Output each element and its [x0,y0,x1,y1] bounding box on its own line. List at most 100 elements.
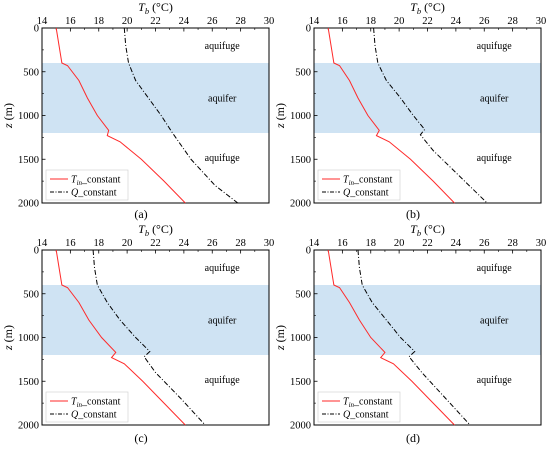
aquifer-band [314,63,541,133]
x-tick-label: 30 [264,16,275,27]
panel-label: (a) [134,207,147,221]
legend-box [317,391,401,423]
y-tick-label: 1500 [18,377,39,388]
series-line-q-constant [357,249,471,426]
legend-entry: Tin_constant [71,397,121,410]
legend-box [45,169,129,201]
x-tick-label: 28 [507,16,518,27]
y-tick-label: 2000 [290,421,311,432]
x-tick-label: 20 [122,238,133,249]
x-tick-label: 18 [94,238,105,249]
x-tick-label: 24 [451,238,462,249]
chart-panel-a: aquifuge aquifer aquifuge 14 16 18 20 22 24 26 28 3… [1,0,274,210]
x-tick-label: 26 [479,238,490,249]
x-tick-label: 18 [366,16,377,27]
zone-label-aquifuge: aquifuge [477,375,513,386]
y-tick-label: 2000 [18,199,39,210]
x-tick-label: 22 [422,238,433,249]
y-tick-label: 0 [306,24,311,35]
series-line-t-in-constant [55,27,186,204]
series-line-t-in-constant [327,27,455,204]
aquifer-band [42,63,269,133]
legend-box [317,169,401,201]
zone-label-aquifuge: aquifuge [477,41,513,52]
y-tick-label: 1500 [290,155,311,166]
zone-label-aquifuge: aquifuge [205,41,241,52]
y-tick-label: 1000 [290,111,311,122]
x-tick-label: 28 [235,238,246,249]
y-tick-label: 1500 [18,155,39,166]
y-tick-label: 500 [295,289,311,300]
x-tick-label: 14 [37,16,48,27]
aquifer-band [314,285,541,355]
series-line-t-in-constant [55,249,186,426]
chart-panel-d: aquifuge aquifer aquifuge 14 16 18 20 22 24 26 28 3… [273,222,546,432]
x-tick-label: 24 [179,238,190,249]
x-tick-label: 22 [150,238,161,249]
y-tick-label: 0 [34,24,39,35]
legend-entry: Q_constant [343,410,389,421]
y-tick-label: 1500 [290,377,311,388]
x-tick-label: 26 [479,16,490,27]
x-tick-label: 26 [207,16,218,27]
x-tick-label: 20 [122,16,133,27]
aquifer-band [42,285,269,355]
legend-entry: Tin_constant [343,397,393,410]
panel-label: (c) [134,431,147,445]
panel-label: (d) [406,431,420,445]
y-axis-label: z (m) [273,103,287,129]
x-tick-label: 16 [65,238,76,249]
x-tick-label: 30 [264,238,275,249]
x-tick-label: 16 [337,16,348,27]
x-tick-label: 24 [451,16,462,27]
x-axis-label: Tb (°C) [138,222,173,238]
y-tick-label: 0 [306,246,311,257]
x-tick-label: 18 [94,16,105,27]
legend-entry: Q_constant [343,188,389,199]
x-tick-label: 22 [422,16,433,27]
x-tick-label: 14 [37,238,48,249]
x-tick-label: 30 [536,16,547,27]
x-axis-label: Tb (°C) [410,0,445,16]
zone-label-aquifer: aquifer [208,316,237,327]
y-tick-label: 0 [34,246,39,257]
chart-panel-b: aquifuge aquifer aquifuge 14 16 18 20 22 24 26 28 3… [273,0,546,210]
zone-label-aquifer: aquifer [480,316,509,327]
y-axis-label: z (m) [273,325,287,351]
series-line-t-in-constant [327,249,455,426]
y-tick-label: 1000 [18,333,39,344]
x-tick-label: 20 [394,238,405,249]
x-tick-label: 24 [179,16,190,27]
legend-box [45,391,129,423]
y-tick-label: 2000 [290,199,311,210]
zone-label-aquifuge: aquifuge [477,263,513,274]
zone-label-aquifuge: aquifuge [205,263,241,274]
legend-entry: Q_constant [71,188,117,199]
x-tick-label: 14 [309,16,320,27]
x-tick-label: 14 [309,238,320,249]
zone-label-aquifer: aquifer [208,94,237,105]
zone-label-aquifer: aquifer [480,94,509,105]
x-axis-label: Tb (°C) [410,222,445,238]
y-axis-label: z (m) [1,103,15,129]
series-line-q-constant [92,249,206,426]
legend-entry: Tin_constant [343,175,393,188]
x-tick-label: 20 [394,16,405,27]
x-tick-label: 16 [65,16,76,27]
y-tick-label: 500 [23,289,39,300]
x-tick-label: 22 [150,16,161,27]
y-tick-label: 500 [23,67,39,78]
y-tick-label: 500 [295,67,311,78]
chart-panel-c: aquifuge aquifer aquifuge 14 16 18 20 22 24 26 28 3… [1,222,274,432]
legend-entry: Tin_constant [71,175,121,188]
x-tick-label: 28 [507,238,518,249]
y-tick-label: 1000 [290,333,311,344]
y-tick-label: 1000 [18,111,39,122]
x-tick-label: 18 [366,238,377,249]
x-axis-label: Tb (°C) [138,0,173,16]
zone-label-aquifuge: aquifuge [205,375,241,386]
y-tick-label: 2000 [18,421,39,432]
x-tick-label: 16 [337,238,348,249]
y-axis-label: z (m) [1,325,15,351]
